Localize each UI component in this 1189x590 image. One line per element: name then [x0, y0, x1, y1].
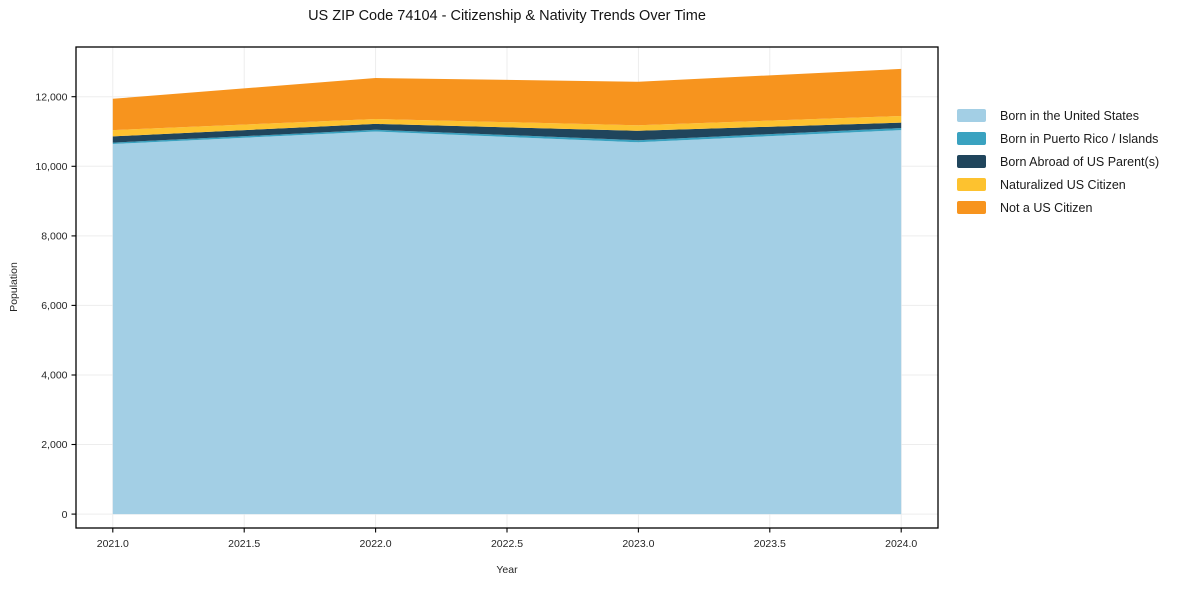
legend-swatch — [957, 178, 986, 191]
legend-item: Not a US Citizen — [957, 196, 1159, 219]
legend-swatch — [957, 201, 986, 214]
x-tick-label: 2021.0 — [97, 538, 129, 550]
y-tick-label: 12,000 — [35, 91, 67, 103]
y-tick-label: 0 — [62, 509, 68, 521]
legend-item: Born Abroad of US Parent(s) — [957, 150, 1159, 173]
area-band-0 — [112, 130, 902, 515]
area-band-4 — [112, 68, 902, 131]
y-tick-label: 6,000 — [41, 300, 67, 312]
x-tick-label: 2021.5 — [228, 538, 260, 550]
legend-item: Born in the United States — [957, 104, 1159, 127]
x-tick-label: 2023.5 — [754, 538, 786, 550]
legend-swatch — [957, 132, 986, 145]
y-tick-label: 10,000 — [35, 161, 67, 173]
legend-swatch — [957, 109, 986, 122]
chart-title: US ZIP Code 74104 - Citizenship & Nativi… — [308, 8, 706, 24]
x-tick-label: 2023.0 — [622, 538, 654, 550]
x-axis-label: Year — [496, 564, 518, 576]
area-band-1 — [112, 128, 902, 144]
y-tick-label: 2,000 — [41, 439, 67, 451]
legend-item: Naturalized US Citizen — [957, 173, 1159, 196]
x-tick-label: 2022.5 — [491, 538, 523, 550]
y-tick-label: 4,000 — [41, 370, 67, 382]
legend-label: Naturalized US Citizen — [1000, 177, 1126, 192]
legend: Born in the United States Born in Puerto … — [957, 104, 1159, 219]
legend-label: Not a US Citizen — [1000, 200, 1093, 215]
x-tick-label: 2022.0 — [360, 538, 392, 550]
y-tick-label: 8,000 — [41, 231, 67, 243]
legend-label: Born in the United States — [1000, 108, 1139, 123]
y-axis-label: Population — [8, 262, 20, 312]
x-tick-label: 2024.0 — [885, 538, 917, 550]
area-band-2 — [112, 122, 902, 143]
legend-label: Born in Puerto Rico / Islands — [1000, 131, 1159, 146]
legend-item: Born in Puerto Rico / Islands — [957, 127, 1159, 150]
area-band-3 — [112, 116, 902, 137]
legend-label: Born Abroad of US Parent(s) — [1000, 154, 1160, 169]
legend-swatch — [957, 155, 986, 168]
